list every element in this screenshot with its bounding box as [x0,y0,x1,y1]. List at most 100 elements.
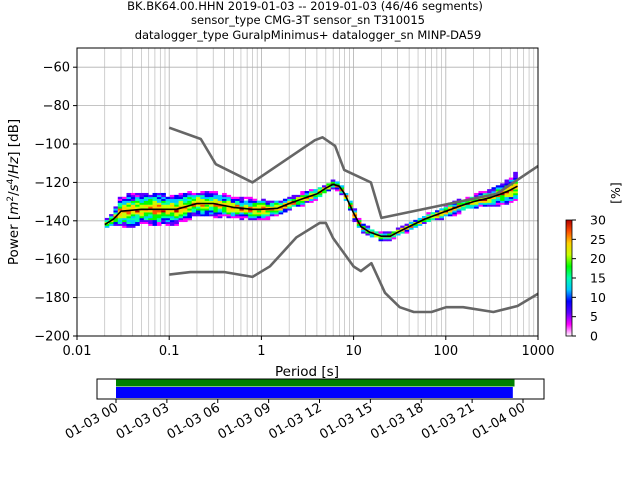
heatmap-cell [369,235,375,238]
heatmap-cell [387,239,392,242]
heatmap-cell [335,181,340,184]
heatmap-cell [252,198,258,201]
heatmap-cell [169,196,175,200]
heatmap-cell [426,219,431,223]
heatmap-cell [148,198,153,201]
heatmap-cell [148,194,153,198]
heatmap-cell [361,223,366,226]
heatmap-cell [204,191,210,194]
heatmap-cell [122,216,127,219]
heatmap-cell [504,202,510,205]
heatmap-cell [213,214,219,217]
heatmap-cell [187,198,192,201]
colorbar: 0 5 10 15 20 25 30 [%] [565,182,623,344]
heatmap-cell [209,204,214,207]
heatmap-cell [265,216,271,219]
heatmap-cell [191,204,197,207]
heatmap-cell [378,239,384,242]
heatmap-cell [156,219,162,223]
heatmap-cell [161,216,166,219]
heatmap-cell [213,191,219,194]
heatmap-cell [187,196,192,200]
heatmap-cell [126,200,132,203]
heatmap-cell [213,210,219,213]
heatmap-cell [204,194,210,198]
heatmap-cell [204,204,210,207]
heatmap-cell [335,183,340,186]
heatmap-cell [200,208,205,211]
heatmap-cell [152,216,158,219]
heatmap-cell [230,208,236,211]
heatmap-cell [113,208,119,211]
heatmap-cell [130,202,136,205]
heatmap-cell [243,204,249,207]
heatmap-cell [204,208,210,211]
heatmap-cell [248,202,253,205]
heatmap-cell [148,219,153,223]
heatmap-cell [126,198,132,201]
heatmap-cell [300,200,305,203]
heatmap-cell [117,221,123,224]
heatmap-cell [230,202,236,205]
heatmap-cell [222,200,227,203]
heatmap-cell [182,219,188,223]
heatmap-cell [317,194,323,198]
heatmap-cell [448,212,453,215]
heatmap-cell [161,194,166,198]
heatmap-cell [117,206,123,209]
heatmap-cell [191,196,197,200]
heatmap-cell [130,206,136,209]
heatmap-cell [243,214,249,217]
heatmap-cell [204,192,210,196]
heatmap-cell [213,194,219,198]
heatmap-cell [365,227,371,230]
heatmap-cell [408,227,414,230]
heatmap-cell [478,192,484,196]
heatmap-cell [434,212,440,215]
heatmap-cell [439,210,444,213]
heatmap-cell [287,208,292,211]
heatmap-cell [487,200,492,203]
heatmap-cell [139,200,145,203]
heatmap-cell [513,192,518,196]
heatmap-cell [187,202,192,205]
y-tick-label: −140 [34,214,70,229]
heatmap-cell [135,192,140,196]
heatmap-cell [378,237,384,240]
heatmap-cell [243,206,249,209]
heatmap-cell [513,177,518,180]
heatmap-cell [182,214,188,217]
heatmap-cell [248,212,253,215]
heatmap-cell [196,192,201,196]
heatmap-cell [265,206,271,209]
heatmap-cell [504,181,510,184]
heatmap-cell [313,189,318,192]
heatmap-cell [156,192,162,196]
heatmap-cell [182,198,188,201]
heatmap-cell [213,200,219,203]
heatmap-cell [169,200,175,203]
heatmap-cell [274,206,279,209]
colorbar-tick-label: 0 [590,329,598,344]
heatmap-cell [352,212,358,215]
heatmap-cell [165,221,171,224]
heatmap-cell [282,208,288,211]
heatmap-cell [174,200,179,203]
heatmap-cell [439,216,444,219]
heatmap-cell [126,223,132,226]
heatmap-cell [222,212,227,215]
heatmap-cell [143,219,149,223]
heatmap-cell [135,194,140,198]
heatmap-cell [156,206,162,209]
heatmap-cell [474,198,479,201]
heatmap-cell [165,200,171,203]
heatmap-cell [387,231,392,234]
heatmap-cell [421,216,427,219]
heatmap-cell [513,198,518,201]
heatmap-cell [196,200,201,203]
heatmap-cell [122,212,127,215]
heatmap-cell [339,191,345,194]
heatmap-cell [369,233,375,236]
heatmap-cell [178,216,184,219]
heatmap-cell [252,202,258,205]
